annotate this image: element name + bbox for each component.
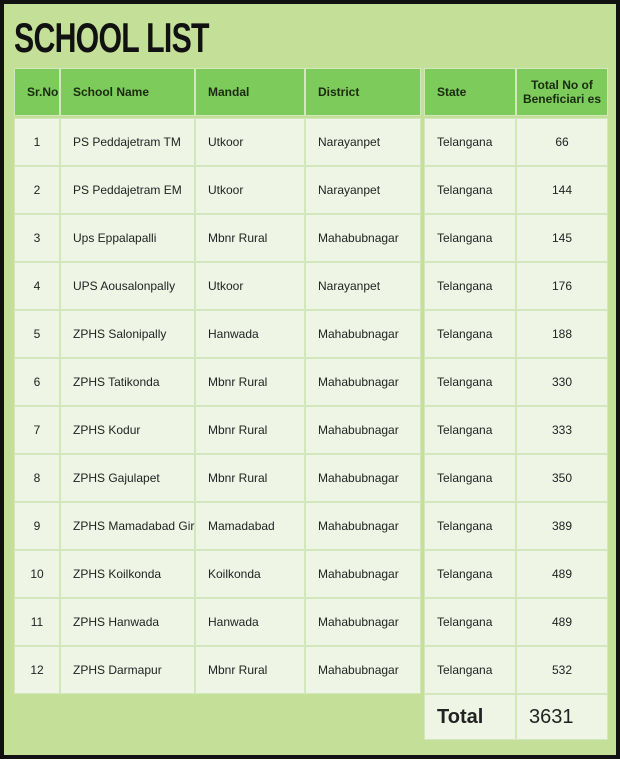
table-cell: ZPHS Darmapur <box>60 646 195 694</box>
table-cell: Telangana <box>424 646 516 694</box>
table-cell: Telangana <box>424 358 516 406</box>
table-cell: 10 <box>14 550 60 598</box>
table-cell: 176 <box>516 262 608 310</box>
column-header: Mandal <box>195 68 305 116</box>
table-cell: Utkoor <box>195 118 305 166</box>
table-cell: 5 <box>14 310 60 358</box>
table-cell: 66 <box>516 118 608 166</box>
total-value: 3631 <box>516 694 608 740</box>
table-cell: 145 <box>516 214 608 262</box>
table-cell: 12 <box>14 646 60 694</box>
table-cell: Koilkonda <box>195 550 305 598</box>
table-cell: 8 <box>14 454 60 502</box>
table-cell: Telangana <box>424 310 516 358</box>
table-cell: Ups Eppalapalli <box>60 214 195 262</box>
table-cell: Utkoor <box>195 166 305 214</box>
table-cell: Telangana <box>424 598 516 646</box>
table-cell: 489 <box>516 550 608 598</box>
table-cell: Mbnr Rural <box>195 214 305 262</box>
table-cell: Mahabubnagar <box>305 502 421 550</box>
table-cell: 11 <box>14 598 60 646</box>
table-cell: 330 <box>516 358 608 406</box>
table-cell: Hanwada <box>195 310 305 358</box>
table-cell: Mbnr Rural <box>195 454 305 502</box>
table-cell: Narayanpet <box>305 118 421 166</box>
table-cell: Telangana <box>424 502 516 550</box>
table-cell: 333 <box>516 406 608 454</box>
table-cell: 9 <box>14 502 60 550</box>
table-cell: Mahabubnagar <box>305 550 421 598</box>
title: SCHOOL LIST <box>14 14 210 61</box>
table-cell: Mahabubnagar <box>305 406 421 454</box>
table-cell: Telangana <box>424 166 516 214</box>
table-cell: Mahabubnagar <box>305 598 421 646</box>
table-cell: Telangana <box>424 550 516 598</box>
table-cell: Telangana <box>424 454 516 502</box>
table-cell: Mahabubnagar <box>305 646 421 694</box>
table-cell: Mahabubnagar <box>305 310 421 358</box>
table-cell: ZPHS Hanwada <box>60 598 195 646</box>
column-header: District <box>305 68 421 116</box>
table-cell: 532 <box>516 646 608 694</box>
column-header: State <box>424 68 516 116</box>
table-cell: 1 <box>14 118 60 166</box>
table-cell: 350 <box>516 454 608 502</box>
column-header: Total No of Beneficiari es <box>516 68 608 116</box>
table-cell: Telangana <box>424 118 516 166</box>
table-cell: Mbnr Rural <box>195 646 305 694</box>
table-cell: Mbnr Rural <box>195 358 305 406</box>
table-cell: Utkoor <box>195 262 305 310</box>
table-cell: 7 <box>14 406 60 454</box>
table-cell: UPS Aousalonpally <box>60 262 195 310</box>
total-label: Total <box>424 694 516 740</box>
table-cell: PS Peddajetram TM <box>60 118 195 166</box>
column-header: School Name <box>60 68 195 116</box>
table-cell: Hanwada <box>195 598 305 646</box>
table-cell: Narayanpet <box>305 166 421 214</box>
table-cell: ZPHS Salonipally <box>60 310 195 358</box>
table-cell: 389 <box>516 502 608 550</box>
table-cell: ZPHS Tatikonda <box>60 358 195 406</box>
table-cell: Mahabubnagar <box>305 454 421 502</box>
table-cell: PS Peddajetram EM <box>60 166 195 214</box>
table-cell: ZPHS Koilkonda <box>60 550 195 598</box>
table-cell: Narayanpet <box>305 262 421 310</box>
table-cell: ZPHS Gajulapet <box>60 454 195 502</box>
table-cell: 144 <box>516 166 608 214</box>
table-cell: ZPHS Kodur <box>60 406 195 454</box>
table-cell: Mamadabad <box>195 502 305 550</box>
table-cell: 188 <box>516 310 608 358</box>
table-cell: Mahabubnagar <box>305 214 421 262</box>
table-cell: Telangana <box>424 214 516 262</box>
table-cell: Mbnr Rural <box>195 406 305 454</box>
table-cell: Telangana <box>424 262 516 310</box>
table-cell: Telangana <box>424 406 516 454</box>
table-cell: ZPHS Mamadabad Girls <box>60 502 203 550</box>
table-cell: 489 <box>516 598 608 646</box>
table-cell: 2 <box>14 166 60 214</box>
table-cell: 6 <box>14 358 60 406</box>
column-header: Sr.No <box>14 68 60 116</box>
table-cell: Mahabubnagar <box>305 358 421 406</box>
table-cell: 3 <box>14 214 60 262</box>
table-cell: 4 <box>14 262 60 310</box>
